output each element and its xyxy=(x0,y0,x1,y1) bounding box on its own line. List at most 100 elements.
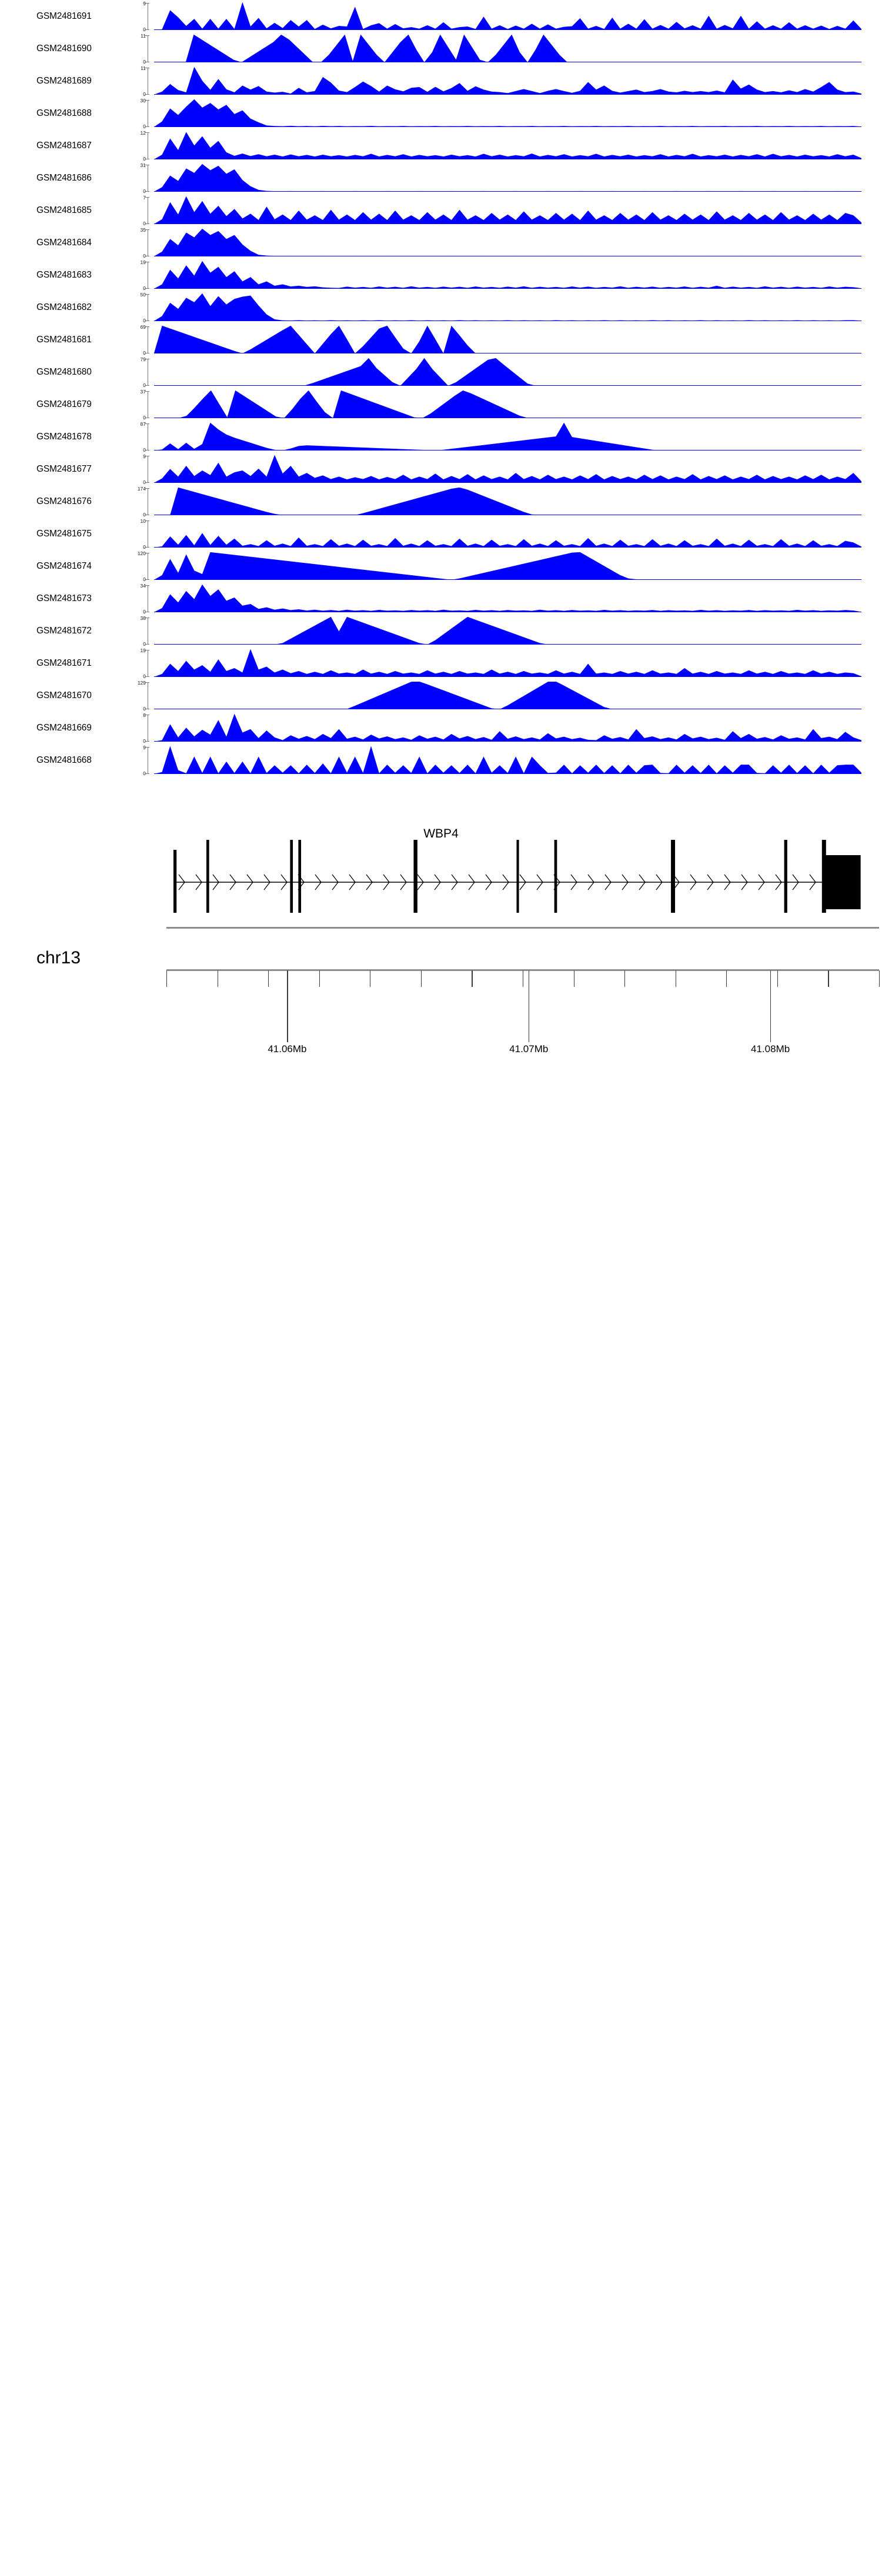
y-axis-bracket xyxy=(145,456,153,483)
coverage-plot-area xyxy=(154,714,861,742)
y-axis-max-label: 8 xyxy=(143,712,146,718)
coverage-track: GSM2481673 34 0 xyxy=(0,582,882,615)
coverage-plot-area xyxy=(154,293,861,321)
gene-model-panel: WBP4 xyxy=(0,807,882,913)
chromosome-tick-label: 41.07Mb xyxy=(509,1043,549,1055)
track-label: GSM2481669 xyxy=(36,722,92,733)
y-axis-bracket xyxy=(145,359,153,386)
coverage-baseline xyxy=(154,450,861,451)
track-label: GSM2481685 xyxy=(36,205,92,215)
track-label: GSM2481674 xyxy=(36,560,92,571)
track-label: GSM2481673 xyxy=(36,593,92,603)
y-axis-max-label: 30 xyxy=(140,98,146,104)
coverage-track: GSM2481668 9 0 xyxy=(0,744,882,776)
y-axis-max-label: 11 xyxy=(141,65,146,71)
y-axis-min-label: 0 xyxy=(143,511,146,518)
track-label: GSM2481668 xyxy=(36,755,92,765)
coverage-plot-area xyxy=(154,488,861,515)
y-axis-max-label: 31 xyxy=(140,162,146,168)
y-axis-max-label: 7 xyxy=(143,195,146,201)
chromosome-minor-tick xyxy=(166,970,168,987)
chromosome-minor-tick xyxy=(879,970,880,987)
coverage-track: GSM2481674 120 0 xyxy=(0,550,882,582)
chromosome-minor-tick xyxy=(420,970,422,987)
coverage-baseline xyxy=(154,547,861,548)
coverage-plot-area xyxy=(154,229,861,256)
coverage-track: GSM2481686 31 0 xyxy=(0,162,882,194)
chromosome-label: chr13 xyxy=(36,948,81,967)
coverage-track: GSM2481678 87 0 xyxy=(0,421,882,453)
track-label: GSM2481687 xyxy=(36,140,92,151)
track-label: GSM2481677 xyxy=(36,463,92,474)
y-axis-max-label: 9 xyxy=(143,1,146,6)
coverage-baseline xyxy=(154,191,861,192)
y-axis-max-label: 37 xyxy=(140,389,146,395)
coverage-track: GSM2481675 10 0 xyxy=(0,518,882,550)
coverage-plot-area xyxy=(154,682,861,709)
y-axis-min-label: 0 xyxy=(143,220,146,226)
coverage-plot-area xyxy=(154,261,861,289)
coverage-plot-area xyxy=(154,67,861,95)
track-label: GSM2481670 xyxy=(36,690,92,700)
coverage-track: GSM2481687 12 0 xyxy=(0,129,882,162)
coverage-plot-area xyxy=(154,649,861,677)
y-axis-max-label: 69 xyxy=(140,324,146,330)
chromosome-major-tick xyxy=(287,970,288,1042)
y-axis-max-label: 50 xyxy=(140,292,146,298)
y-axis-min-label: 0 xyxy=(143,317,146,323)
coverage-plot-area xyxy=(154,552,861,580)
coverage-track: GSM2481685 7 0 xyxy=(0,194,882,226)
y-axis-min-label: 0 xyxy=(143,58,146,65)
coverage-track: GSM2481676 174 0 xyxy=(0,485,882,518)
y-axis-min-label: 0 xyxy=(143,640,146,647)
track-label: GSM2481676 xyxy=(36,496,92,506)
y-axis-max-label: 19 xyxy=(140,259,146,265)
track-label: GSM2481689 xyxy=(36,75,92,86)
chromosome-minor-tick xyxy=(777,970,779,987)
y-axis-min-label: 0 xyxy=(143,382,146,388)
coverage-track: GSM2481672 38 0 xyxy=(0,615,882,647)
y-axis-bracket xyxy=(145,520,153,548)
chromosome-axis-line xyxy=(166,969,879,971)
y-axis-min-label: 0 xyxy=(143,705,146,712)
y-axis-min-label: 0 xyxy=(143,91,146,97)
y-axis-bracket xyxy=(145,3,153,30)
coverage-plot-area xyxy=(154,99,861,127)
chromosome-minor-tick xyxy=(726,970,727,987)
y-axis-max-label: 11 xyxy=(141,33,146,39)
y-axis-min-label: 0 xyxy=(143,349,146,356)
coverage-track: GSM2481691 9 0 xyxy=(0,0,882,32)
chromosome-tick-label: 41.08Mb xyxy=(751,1043,790,1055)
y-axis-bracket xyxy=(145,197,153,224)
coverage-track: GSM2481682 50 0 xyxy=(0,291,882,323)
y-axis-bracket xyxy=(145,488,153,515)
coverage-baseline xyxy=(154,385,861,386)
y-axis-bracket xyxy=(145,132,153,159)
y-axis-max-label: 34 xyxy=(140,583,146,589)
y-axis-min-label: 0 xyxy=(143,673,146,679)
coverage-plot-area xyxy=(154,196,861,224)
y-axis-min-label: 0 xyxy=(143,252,146,259)
coverage-track: GSM2481671 19 0 xyxy=(0,647,882,679)
coverage-plot-area xyxy=(154,358,861,386)
chromosome-axis-panel: chr13 41.06Mb 41.07Mb 41.08Mb xyxy=(0,913,882,1066)
track-label: GSM2481683 xyxy=(36,269,92,280)
track-label: GSM2481686 xyxy=(36,172,92,183)
coverage-track: GSM2481669 8 0 xyxy=(0,712,882,744)
coverage-track: GSM2481689 11 0 xyxy=(0,65,882,97)
track-label: GSM2481679 xyxy=(36,399,92,409)
y-axis-min-label: 0 xyxy=(143,608,146,615)
chromosome-minor-tick xyxy=(624,970,626,987)
y-axis-max-label: 10 xyxy=(140,518,146,524)
track-label: GSM2481678 xyxy=(36,431,92,442)
y-axis-max-label: 129 xyxy=(137,680,146,686)
coverage-baseline xyxy=(154,676,861,677)
coverage-plot-area xyxy=(154,585,861,612)
coverage-plot-area xyxy=(154,391,861,418)
y-axis-min-label: 0 xyxy=(143,738,146,744)
y-axis-bracket xyxy=(145,294,153,321)
coverage-plot-area xyxy=(154,132,861,159)
chromosome-minor-tick xyxy=(319,970,320,987)
coverage-plot-area xyxy=(154,326,861,353)
